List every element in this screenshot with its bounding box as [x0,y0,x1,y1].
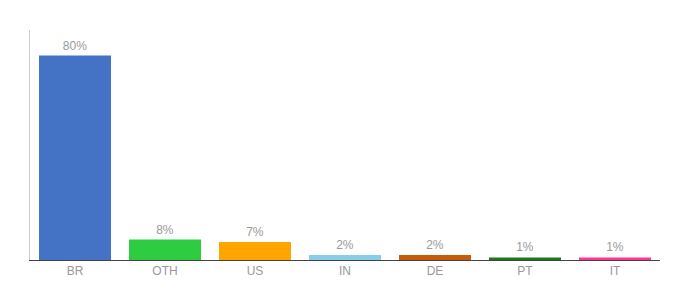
svg-text:IN: IN [339,264,351,278]
svg-text:DE: DE [427,264,444,278]
svg-text:8%: 8% [156,223,174,237]
svg-text:IT: IT [610,264,621,278]
svg-text:OTH: OTH [152,264,177,278]
svg-text:2%: 2% [336,238,354,252]
svg-text:2%: 2% [426,238,444,252]
svg-text:1%: 1% [516,240,534,254]
svg-text:US: US [247,264,264,278]
svg-text:7%: 7% [246,225,264,239]
svg-text:BR: BR [67,264,84,278]
svg-text:1%: 1% [606,240,624,254]
svg-text:80%: 80% [63,39,87,53]
svg-text:PT: PT [517,264,533,278]
